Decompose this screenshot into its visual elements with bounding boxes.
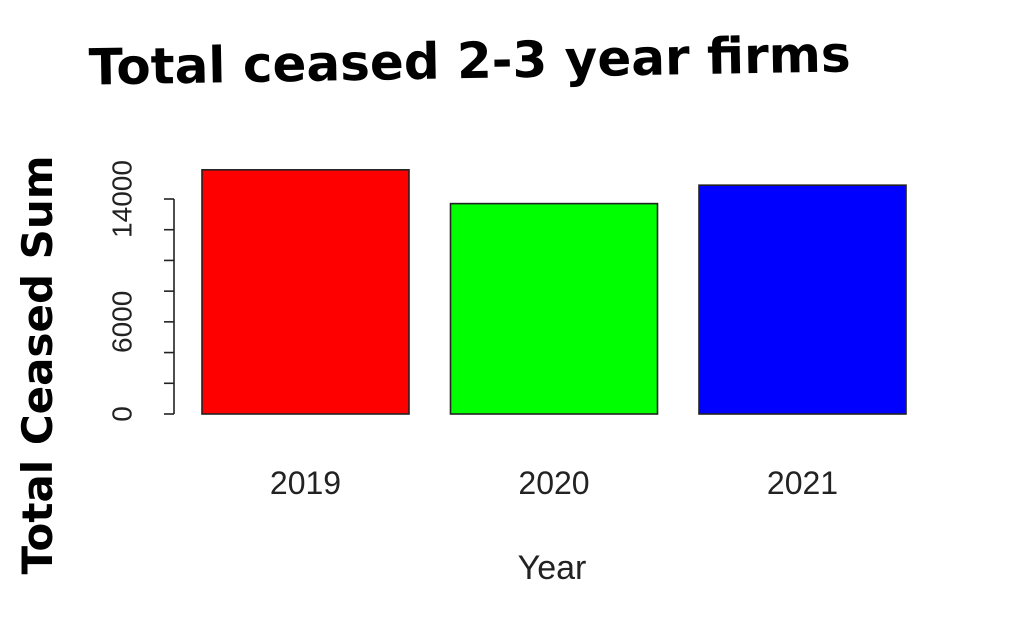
bar-2019 bbox=[201, 169, 410, 415]
bars bbox=[201, 169, 907, 415]
y-tick-label: 0 bbox=[106, 406, 137, 422]
chart-title: Total ceased 2-3 year firms bbox=[88, 25, 851, 96]
bar-2020 bbox=[449, 202, 659, 415]
x-axis-label: Year bbox=[518, 549, 587, 587]
y-tick-label: 14000 bbox=[106, 160, 137, 238]
bar-2021 bbox=[698, 184, 907, 415]
x-tick-label: 2020 bbox=[518, 465, 589, 501]
y-axis: 0 6000 14000 bbox=[106, 160, 175, 422]
y-tick-label: 6000 bbox=[106, 291, 137, 353]
x-tick-label: 2021 bbox=[767, 465, 838, 501]
x-tick-label: 2019 bbox=[270, 465, 341, 501]
x-axis-tick-labels: 2019 2020 2021 bbox=[270, 465, 838, 501]
y-axis-label: Total Ceased Sum bbox=[13, 155, 62, 574]
